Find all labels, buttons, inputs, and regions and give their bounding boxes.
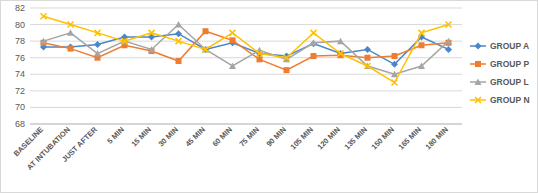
point xyxy=(257,51,263,57)
x-tick-label: 135 MIN xyxy=(342,125,368,151)
point xyxy=(310,39,317,46)
x-tick-label: JUST AFTER xyxy=(60,125,99,164)
point xyxy=(311,30,317,36)
point xyxy=(230,37,236,43)
x-tick-label: 165 MIN xyxy=(396,125,422,151)
x-axis xyxy=(30,124,462,125)
point xyxy=(257,56,263,62)
point xyxy=(229,63,236,70)
grid-line xyxy=(30,41,462,42)
point xyxy=(203,46,209,52)
legend-marker xyxy=(475,79,482,86)
series xyxy=(41,13,452,85)
point xyxy=(68,46,74,52)
y-tick-label: 82 xyxy=(15,3,25,13)
point xyxy=(445,46,452,53)
grid-line xyxy=(30,107,462,108)
y-tick-label: 74 xyxy=(15,69,25,79)
x-tick-label: 105 MIN xyxy=(288,125,314,151)
point xyxy=(175,30,182,37)
point xyxy=(230,30,236,36)
legend-marker xyxy=(475,61,481,67)
y-tick-label: 70 xyxy=(15,102,25,112)
legend-label: GROUP A xyxy=(490,41,529,51)
point xyxy=(148,46,155,53)
point xyxy=(40,38,47,45)
chart-border xyxy=(1,1,538,193)
grid-line xyxy=(30,24,462,25)
point xyxy=(122,38,128,44)
point xyxy=(175,21,182,28)
point xyxy=(95,30,101,36)
grid-line xyxy=(30,8,462,9)
point xyxy=(392,53,398,59)
point xyxy=(149,30,155,36)
x-tick-label: 75 MIN xyxy=(237,125,260,148)
point xyxy=(392,80,398,86)
point xyxy=(176,58,182,64)
legend-marker xyxy=(475,43,482,50)
x-tick-label: 60 MIN xyxy=(210,125,233,148)
legend-label: GROUP L xyxy=(490,77,529,87)
x-tick-label: 30 MIN xyxy=(156,125,179,148)
x-tick-label: AT INTUBATION xyxy=(25,125,72,172)
y-tick-label: 80 xyxy=(15,20,25,30)
chart: 6870727476788082BASELINEAT INTUBATIONJUS… xyxy=(0,0,538,193)
point xyxy=(446,22,452,28)
y-tick-label: 72 xyxy=(15,86,25,96)
point xyxy=(284,55,290,61)
point xyxy=(445,38,452,45)
plot-area xyxy=(40,13,452,85)
point xyxy=(338,51,344,57)
point xyxy=(94,41,101,48)
legend-marker xyxy=(475,97,481,103)
grid-line xyxy=(30,124,462,125)
point xyxy=(391,71,398,78)
point xyxy=(364,63,371,70)
point xyxy=(364,46,371,53)
x-tick-label: 90 MIN xyxy=(264,125,287,148)
point xyxy=(41,13,47,19)
x-tick-label: 5 MIN xyxy=(105,125,126,146)
point xyxy=(365,63,371,69)
series xyxy=(40,21,452,77)
x-tick-label: 120 MIN xyxy=(315,125,341,151)
point xyxy=(419,42,425,48)
point xyxy=(284,67,290,73)
point xyxy=(311,53,317,59)
point xyxy=(337,38,344,45)
point xyxy=(176,38,182,44)
legend-label: GROUP P xyxy=(490,59,529,69)
legend-label: GROUP N xyxy=(490,95,530,105)
x-tick-label: 180 MIN xyxy=(423,125,449,151)
point xyxy=(68,22,74,28)
legend: GROUP A GROUP P GROUP L GROUP N xyxy=(470,41,530,105)
grid-line xyxy=(30,90,462,91)
series-line xyxy=(44,25,449,75)
x-tick-label: 150 MIN xyxy=(369,125,395,151)
x-tick-label: 45 MIN xyxy=(183,125,206,148)
point xyxy=(94,50,101,57)
x-tick-label: 15 MIN xyxy=(129,125,152,148)
point xyxy=(391,61,398,68)
point xyxy=(419,30,425,36)
series-line xyxy=(44,16,449,82)
y-tick-label: 76 xyxy=(15,53,25,63)
y-tick-label: 78 xyxy=(15,36,25,46)
point xyxy=(203,28,209,34)
point xyxy=(67,29,74,36)
point xyxy=(365,55,371,61)
point xyxy=(418,63,425,70)
y-tick-label: 68 xyxy=(15,119,25,129)
